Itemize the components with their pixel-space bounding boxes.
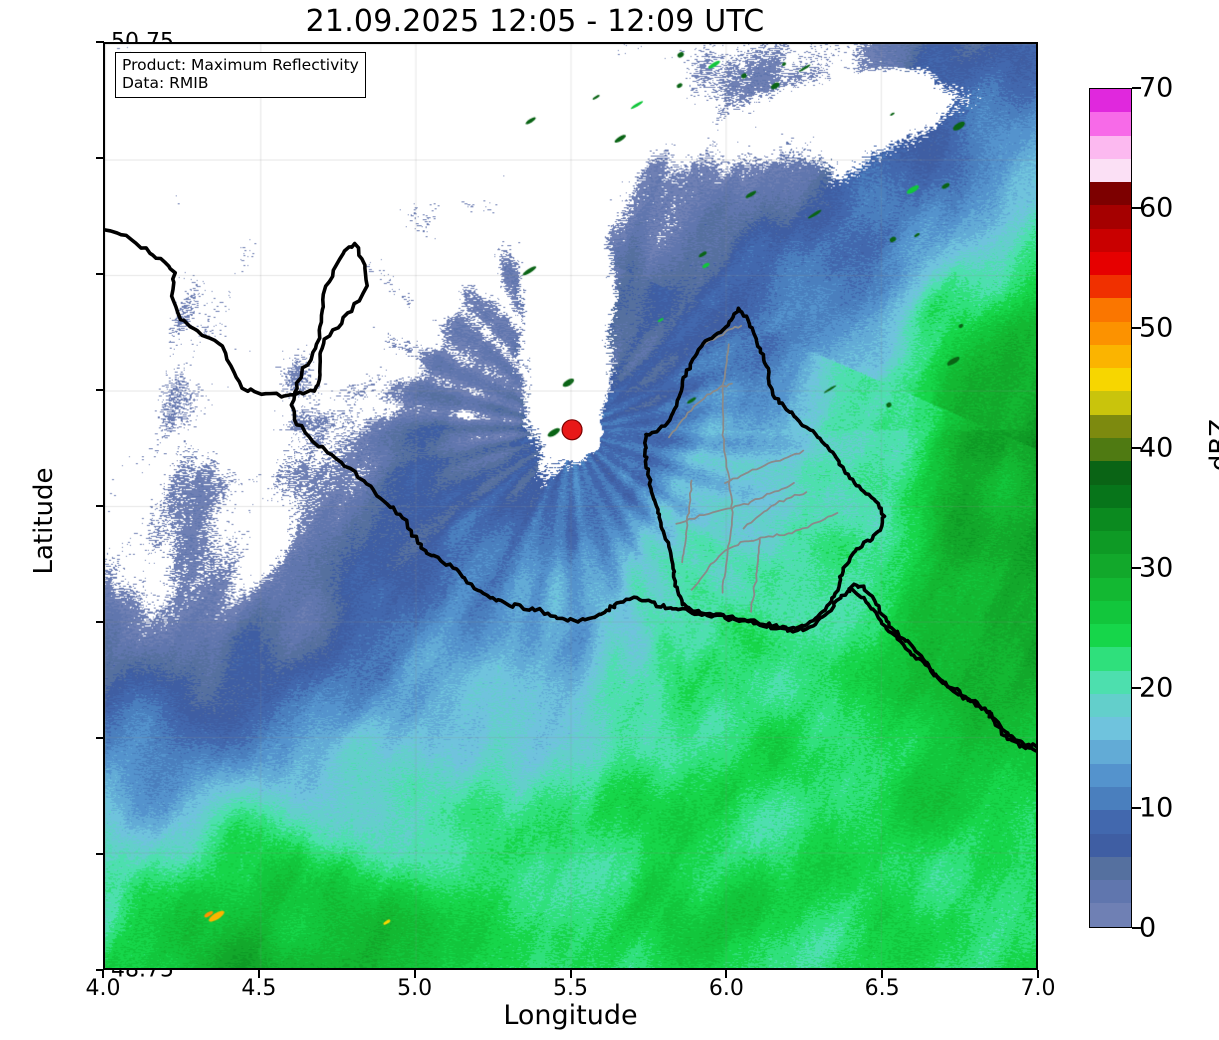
colorbar-band <box>1090 763 1131 787</box>
product-info-box: Product: Maximum Reflectivity Data: RMIB <box>115 52 366 98</box>
x-tick-mark <box>881 970 884 978</box>
y-tick-mark <box>96 273 104 275</box>
colorbar-tick-label: 0 <box>1139 912 1157 944</box>
colorbar-band <box>1090 600 1131 625</box>
colorbar-band <box>1090 182 1131 206</box>
colorbar-band <box>1090 414 1131 438</box>
colorbar-band <box>1090 670 1131 694</box>
colorbar-band <box>1090 810 1131 834</box>
colorbar-band <box>1090 554 1131 578</box>
colorbar-tick-mark <box>1132 87 1141 89</box>
colorbar-band <box>1090 717 1131 741</box>
colorbar-tick-mark <box>1132 447 1141 449</box>
x-tick-label: 4.5 <box>241 976 277 1001</box>
colorbar-band <box>1090 251 1131 276</box>
colorbar-band <box>1090 531 1131 555</box>
colorbar-band <box>1090 158 1131 183</box>
x-tick-mark <box>257 970 260 978</box>
colorbar[interactable] <box>1089 88 1132 928</box>
colorbar-tick-mark <box>1132 327 1141 329</box>
map-overlay <box>105 228 1036 753</box>
y-tick-mark <box>96 157 104 159</box>
page-title: 21.09.2025 12:05 - 12:09 UTC <box>305 4 765 39</box>
colorbar-band <box>1090 856 1131 881</box>
colorbar-tick-mark <box>1132 807 1141 809</box>
x-tick-label: 4.0 <box>85 976 121 1001</box>
radar-reflectivity-field <box>105 44 1036 968</box>
y-tick-mark <box>96 505 104 507</box>
colorbar-band <box>1090 880 1131 904</box>
colorbar-band <box>1090 507 1131 532</box>
colorbar-tick-label: 50 <box>1139 312 1174 344</box>
y-tick-mark <box>96 969 104 971</box>
x-tick-mark <box>569 970 572 978</box>
x-tick-label: 6.5 <box>864 976 900 1001</box>
country-borders <box>105 228 1036 753</box>
colorbar-band <box>1090 112 1131 136</box>
x-tick-mark <box>1037 970 1039 978</box>
colorbar-band <box>1090 740 1131 764</box>
colorbar-band <box>1090 833 1131 857</box>
colorbar-tick-mark <box>1132 207 1141 209</box>
region-borders <box>668 324 839 613</box>
x-tick-label: 5.5 <box>553 976 588 1001</box>
colorbar-band <box>1090 228 1131 252</box>
colorbar-tick-mark <box>1132 927 1141 929</box>
y-tick-mark <box>96 737 104 739</box>
x-tick-label: 7.0 <box>1020 976 1056 1001</box>
colorbar-band <box>1090 89 1131 113</box>
colorbar-tick-label: 20 <box>1139 672 1174 704</box>
y-axis-label: Latitude <box>29 467 59 575</box>
x-axis-label: Longitude <box>503 1000 638 1031</box>
colorbar-tick-label: 40 <box>1139 432 1174 464</box>
info-data-line: Data: RMIB <box>122 74 209 93</box>
colorbar-band <box>1090 577 1131 601</box>
info-product-line: Product: Maximum Reflectivity <box>122 56 359 74</box>
colorbar-band <box>1090 693 1131 718</box>
colorbar-tick-label: 30 <box>1139 552 1174 584</box>
colorbar-band <box>1090 484 1131 508</box>
colorbar-band <box>1090 135 1131 159</box>
colorbar-tick-mark <box>1132 687 1141 689</box>
colorbar-band <box>1090 321 1131 345</box>
y-tick-mark <box>96 621 104 623</box>
x-tick-mark <box>725 970 728 978</box>
colorbar-band <box>1090 624 1131 648</box>
colorbar-band <box>1090 344 1131 369</box>
y-tick-mark <box>96 389 104 391</box>
colorbar-band <box>1090 437 1131 462</box>
x-tick-label: 6.0 <box>708 976 744 1001</box>
radar-site-marker[interactable] <box>561 419 583 441</box>
x-tick-label: 5.0 <box>397 976 433 1001</box>
colorbar-band <box>1090 275 1131 299</box>
colorbar-label: dBZ <box>1205 418 1219 472</box>
colorbar-band <box>1090 647 1131 671</box>
colorbar-tick-label: 70 <box>1139 72 1174 104</box>
colorbar-band <box>1090 786 1131 811</box>
colorbar-band <box>1090 368 1131 392</box>
colorbar-band <box>1090 903 1131 927</box>
colorbar-band <box>1090 205 1131 229</box>
y-tick-mark <box>96 853 104 855</box>
radar-map-plot[interactable]: Product: Maximum Reflectivity Data: RMIB <box>103 42 1038 970</box>
x-tick-mark <box>413 970 416 978</box>
colorbar-band <box>1090 298 1131 322</box>
y-tick-mark <box>96 41 104 43</box>
colorbar-band <box>1090 461 1131 485</box>
x-tick-mark <box>102 970 104 978</box>
colorbar-gradient <box>1089 88 1132 928</box>
colorbar-band <box>1090 391 1131 415</box>
colorbar-tick-label: 10 <box>1139 792 1174 824</box>
colorbar-tick-mark <box>1132 567 1141 569</box>
colorbar-tick-label: 60 <box>1139 192 1174 224</box>
